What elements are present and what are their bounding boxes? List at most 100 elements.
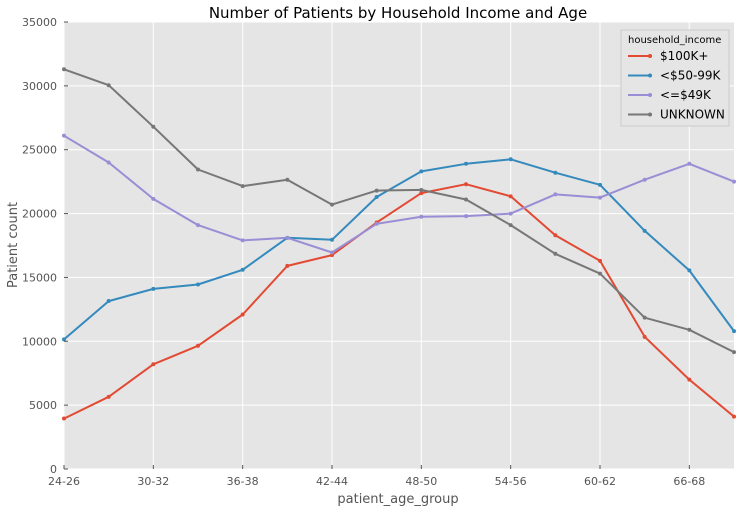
- data-point: [330, 202, 334, 207]
- data-point: [464, 197, 468, 202]
- x-tick-label: 48-50: [405, 475, 437, 488]
- legend-label: UNKNOWN: [660, 108, 725, 122]
- data-point: [62, 133, 66, 138]
- data-point: [419, 214, 424, 219]
- data-point: [419, 169, 424, 174]
- data-point: [732, 350, 736, 355]
- data-point: [419, 187, 424, 192]
- y-axis-label: Patient count: [6, 202, 21, 288]
- data-point: [151, 362, 156, 367]
- legend-label: <=$49K: [660, 88, 712, 102]
- data-point: [196, 282, 200, 287]
- series-group: [62, 182, 736, 421]
- data-point: [553, 170, 558, 175]
- data-point: [419, 191, 424, 196]
- data-point: [642, 228, 647, 233]
- data-point: [374, 188, 379, 193]
- legend-entry: <=$49K: [628, 88, 712, 102]
- series-line: [63, 134, 735, 254]
- y-axis-ticks: 0 5000 10000 15000 20000 25000 30000 35000: [22, 16, 68, 476]
- data-point: [240, 184, 245, 189]
- y-tick-label: 15000: [22, 271, 57, 284]
- data-point: [464, 214, 468, 219]
- data-point: [330, 237, 334, 242]
- x-tick-label: 36-38: [227, 475, 259, 488]
- x-tick-label: 60-62: [584, 475, 616, 488]
- data-point: [732, 329, 736, 334]
- data-point: [151, 196, 156, 201]
- y-tick-label: 25000: [22, 144, 57, 157]
- data-point: [106, 299, 111, 304]
- data-point: [687, 377, 692, 382]
- data-point: [598, 195, 602, 200]
- data-point: [196, 167, 200, 172]
- grid: [63, 21, 734, 470]
- legend-title: household_income: [628, 35, 721, 46]
- data-point: [642, 177, 647, 182]
- x-tick-label: 24-26: [48, 475, 80, 488]
- y-tick-label: 35000: [22, 16, 57, 29]
- legend-marker: [648, 73, 652, 78]
- data-point: [598, 271, 602, 276]
- data-point: [240, 267, 245, 272]
- data-point: [62, 67, 66, 72]
- legend-entries: $100K+ <$50-99K <=$49K UNKNOWN: [628, 49, 725, 122]
- legend-entry: UNKNOWN: [628, 108, 725, 122]
- legend-marker: [648, 93, 652, 97]
- data-point: [374, 194, 379, 199]
- data-point: [62, 416, 66, 421]
- data-point: [106, 83, 111, 88]
- data-point: [62, 337, 66, 342]
- series-line: [63, 68, 735, 353]
- data-point: [330, 250, 334, 255]
- data-point: [553, 233, 558, 238]
- data-point: [106, 394, 111, 399]
- data-point: [464, 182, 468, 187]
- data-point: [196, 343, 200, 348]
- series-line: [63, 158, 735, 341]
- data-point: [106, 160, 111, 165]
- data-point: [374, 221, 379, 226]
- data-point: [553, 192, 558, 197]
- data-point: [508, 194, 513, 199]
- data-point: [732, 179, 736, 184]
- data-point: [598, 258, 602, 263]
- series-lines: [62, 67, 736, 421]
- data-point: [151, 286, 156, 291]
- x-tick-label: 66-68: [673, 475, 705, 488]
- y-tick-label: 0: [50, 463, 57, 476]
- x-tick-label: 42-44: [316, 475, 348, 488]
- data-point: [642, 315, 647, 320]
- data-point: [687, 268, 692, 273]
- y-tick-label: 5000: [29, 399, 57, 412]
- data-point: [687, 327, 692, 332]
- data-point: [240, 312, 245, 317]
- data-point: [285, 235, 290, 240]
- data-point: [687, 161, 692, 166]
- x-axis-label: patient_age_group: [337, 492, 458, 507]
- chart-title: Number of Patients by Household Income a…: [209, 4, 587, 22]
- y-tick-label: 30000: [22, 80, 57, 93]
- data-point: [464, 161, 468, 166]
- series-group: [62, 133, 736, 255]
- data-point: [196, 223, 200, 228]
- data-point: [732, 414, 736, 419]
- x-axis-ticks: 24-26 30-32 36-38 42-44 48-50 54-56 60-62 66-68: [48, 465, 705, 488]
- series-group: [62, 67, 736, 355]
- data-point: [151, 124, 156, 129]
- data-point: [508, 223, 513, 228]
- legend-entry: <$50-99K: [628, 69, 722, 83]
- y-tick-label: 10000: [22, 335, 57, 348]
- data-point: [240, 238, 245, 243]
- data-point: [508, 211, 513, 216]
- x-tick-label: 30-32: [137, 475, 169, 488]
- data-point: [553, 251, 558, 256]
- y-tick-label: 20000: [22, 208, 57, 221]
- data-point: [642, 334, 647, 339]
- legend-label: <$50-99K: [660, 69, 722, 83]
- legend: household_income $100K+ <$50-99K <=$49K UNK…: [620, 29, 730, 127]
- legend-label: $100K+: [660, 49, 708, 63]
- data-point: [508, 157, 513, 162]
